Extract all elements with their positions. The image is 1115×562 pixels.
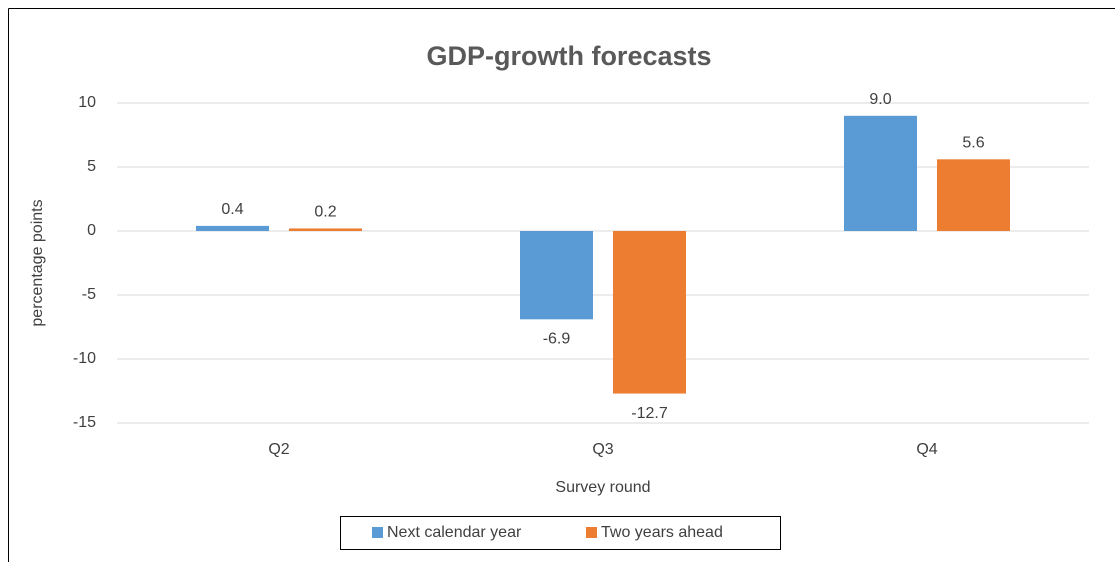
legend-label: Two years ahead	[601, 524, 723, 541]
y-tick-label: -5	[82, 286, 96, 303]
y-tick-label: -10	[73, 350, 96, 367]
y-tick-label: -15	[73, 414, 96, 431]
legend-swatch	[586, 527, 597, 538]
bar	[520, 231, 593, 320]
value-label: 0.4	[221, 201, 243, 218]
chart-title: GDP-growth forecasts	[426, 41, 711, 71]
value-label: 9.0	[869, 91, 891, 108]
y-axis-title: percentage points	[29, 199, 46, 326]
value-label: -12.7	[631, 405, 668, 422]
bar	[937, 159, 1010, 231]
legend-box	[340, 516, 781, 550]
y-tick-label: 5	[87, 158, 96, 175]
x-tick-label: Q2	[268, 441, 289, 458]
y-tick-label: 10	[78, 94, 96, 111]
x-tick-label: Q4	[916, 441, 937, 458]
bar	[289, 228, 362, 231]
value-label: -6.9	[543, 331, 571, 348]
bar	[196, 225, 269, 231]
value-label: 0.2	[314, 204, 336, 221]
x-axis-title: Survey round	[555, 479, 650, 496]
legend-swatch	[372, 527, 383, 538]
value-label: 5.6	[962, 135, 984, 152]
legend-label: Next calendar year	[387, 524, 522, 541]
x-tick-label: Q3	[592, 441, 613, 458]
bar	[844, 115, 917, 231]
bar	[613, 231, 686, 394]
y-tick-label: 0	[87, 222, 96, 239]
